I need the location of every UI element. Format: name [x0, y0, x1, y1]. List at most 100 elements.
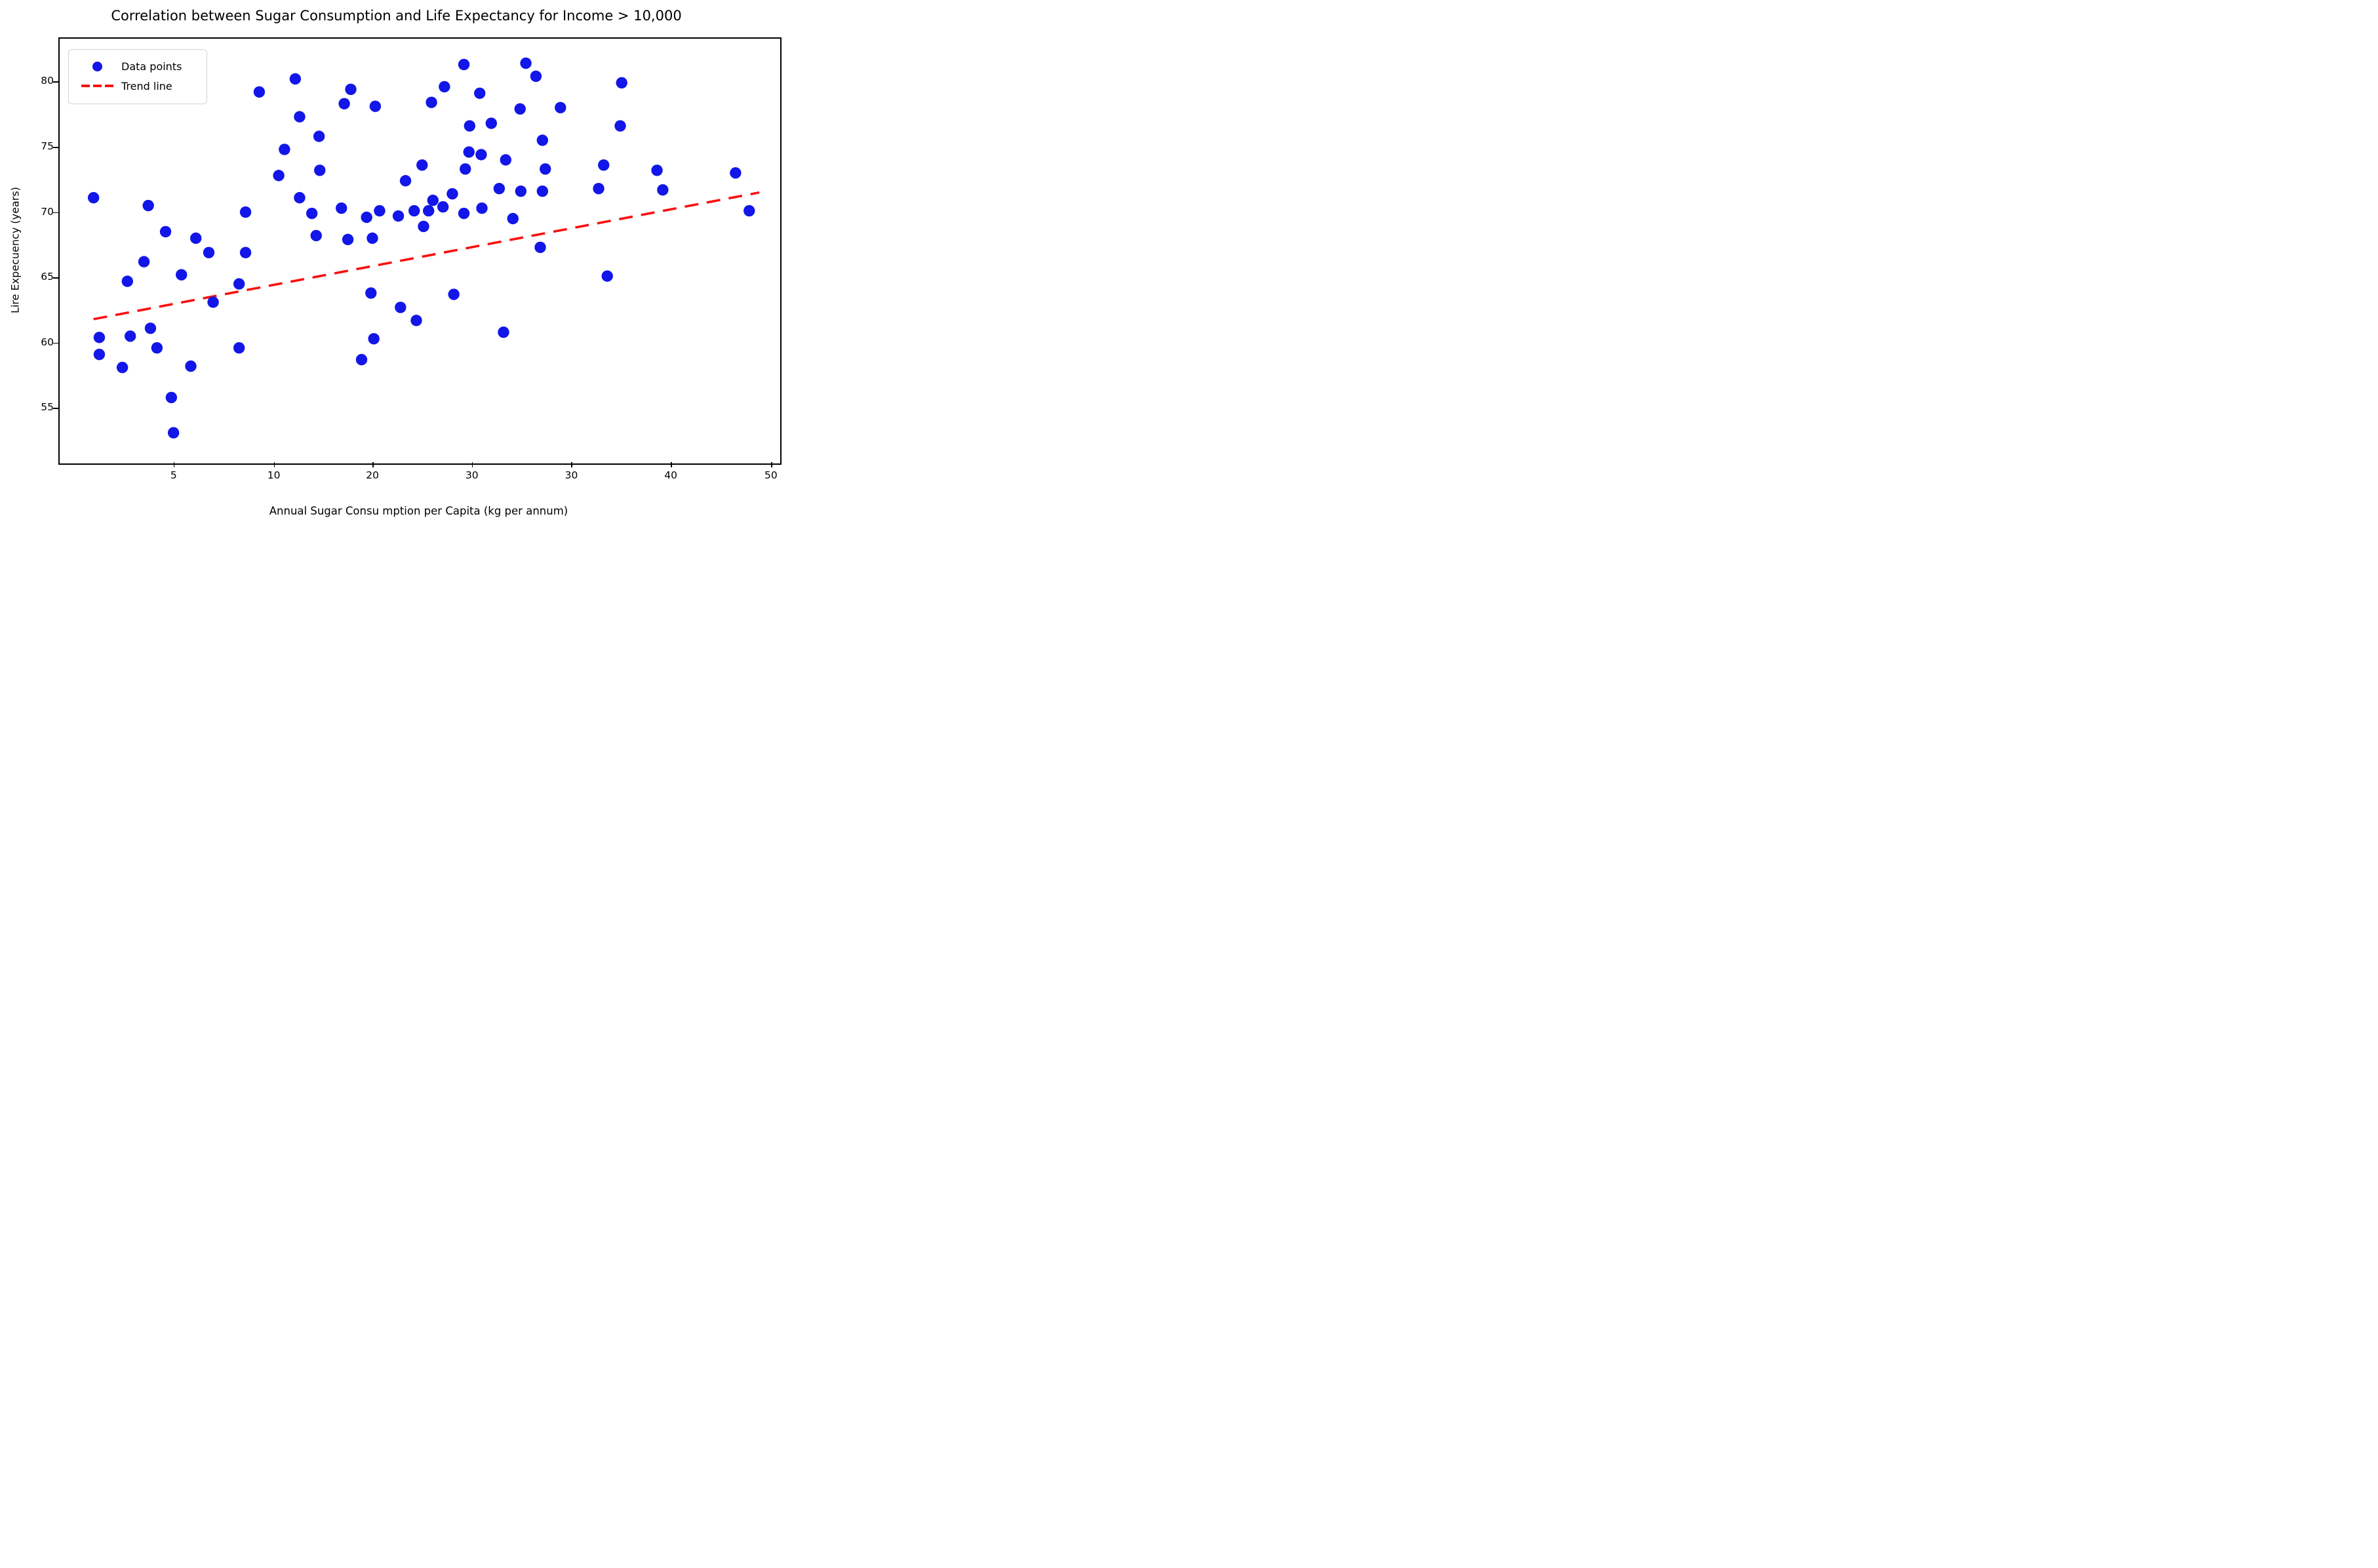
- x-tick-label: 50: [764, 469, 778, 481]
- data-point: [185, 360, 197, 372]
- data-point: [593, 182, 604, 195]
- data-point: [555, 102, 566, 113]
- data-point: [310, 229, 322, 242]
- legend-label-trend-line: Trend line: [121, 79, 172, 92]
- data-point: [313, 130, 325, 142]
- legend: Data points Trend line: [68, 49, 207, 104]
- legend-label-data-points: Data points: [121, 60, 182, 73]
- data-point: [345, 83, 357, 95]
- data-point: [474, 87, 486, 99]
- data-point: [144, 323, 157, 334]
- data-point: [365, 287, 377, 299]
- data-point: [253, 86, 266, 98]
- x-tick-label: 5: [170, 469, 177, 481]
- data-point: [121, 275, 134, 287]
- data-point: [475, 149, 487, 161]
- data-point: [207, 296, 219, 308]
- x-tick-label: 30: [565, 469, 578, 481]
- x-tick-mark: [173, 462, 175, 467]
- red-dash-icon: [81, 85, 113, 87]
- data-point: [500, 154, 511, 166]
- data-point: [93, 348, 106, 361]
- x-tick-label: 40: [664, 469, 677, 481]
- data-point: [279, 144, 290, 155]
- y-tick-label: 80: [41, 75, 54, 87]
- x-tick-mark: [770, 462, 772, 467]
- y-tick-label: 55: [41, 401, 54, 414]
- data-point: [142, 199, 154, 212]
- data-point: [87, 191, 100, 204]
- x-axis-label: Annual Sugar Consu mption per Capita (kg…: [269, 505, 568, 517]
- data-point: [368, 333, 380, 345]
- data-point: [458, 207, 470, 220]
- data-point: [598, 159, 610, 171]
- data-point: [338, 98, 350, 109]
- data-point: [410, 315, 422, 326]
- data-point: [306, 207, 318, 220]
- y-tick-mark: [53, 212, 58, 214]
- legend-item-trend-line: Trend line: [78, 76, 197, 96]
- legend-dash-marker: [78, 85, 116, 87]
- plot-area: Data points Trend line: [58, 37, 782, 465]
- data-point: [273, 170, 285, 182]
- data-point: [392, 210, 405, 222]
- x-tick-label: 20: [366, 469, 380, 481]
- data-point: [361, 211, 372, 224]
- data-point: [498, 326, 509, 338]
- data-point: [294, 111, 306, 123]
- data-point: [422, 205, 435, 217]
- data-point: [190, 232, 202, 245]
- data-point: [395, 302, 406, 313]
- data-point: [374, 205, 386, 217]
- data-point: [460, 163, 471, 175]
- data-point: [367, 232, 378, 245]
- x-tick-mark: [571, 462, 573, 467]
- data-point: [239, 206, 252, 218]
- data-point: [426, 96, 437, 108]
- data-point: [439, 81, 450, 93]
- data-point: [355, 353, 368, 366]
- data-point: [614, 120, 626, 132]
- data-point: [476, 202, 488, 214]
- data-point: [151, 342, 163, 354]
- data-point: [93, 332, 106, 343]
- data-point: [408, 205, 420, 217]
- x-tick-mark: [671, 462, 672, 467]
- data-point: [616, 77, 627, 89]
- data-point: [601, 270, 613, 282]
- data-point: [399, 175, 412, 187]
- data-point: [515, 185, 527, 197]
- x-tick-label: 30: [465, 469, 479, 481]
- y-tick-label: 70: [41, 205, 54, 218]
- data-point: [203, 246, 215, 258]
- data-point: [418, 220, 429, 233]
- data-point: [743, 205, 755, 217]
- data-point: [116, 361, 129, 374]
- data-point: [446, 187, 458, 200]
- data-point: [239, 246, 252, 258]
- y-axis-label: Lire Expecuency (years): [9, 187, 22, 313]
- y-tick-label: 60: [41, 336, 54, 348]
- legend-item-data-points: Data points: [78, 56, 197, 76]
- data-point: [464, 120, 476, 132]
- data-point: [463, 146, 475, 158]
- x-tick-mark: [372, 462, 374, 467]
- data-point: [336, 202, 347, 214]
- trend-line: [93, 191, 760, 321]
- data-point: [485, 117, 498, 129]
- data-point: [165, 391, 178, 404]
- data-point: [458, 58, 470, 71]
- data-point: [514, 103, 526, 115]
- data-point: [536, 134, 549, 146]
- data-point: [289, 73, 302, 85]
- data-point: [520, 57, 532, 69]
- y-tick-mark: [53, 277, 58, 279]
- data-point: [167, 427, 180, 439]
- y-tick-mark: [53, 342, 58, 344]
- data-point: [534, 241, 546, 254]
- data-point: [448, 288, 460, 300]
- data-point: [342, 233, 354, 246]
- data-point: [540, 163, 551, 175]
- y-tick-label: 65: [41, 271, 54, 283]
- data-point: [437, 201, 449, 213]
